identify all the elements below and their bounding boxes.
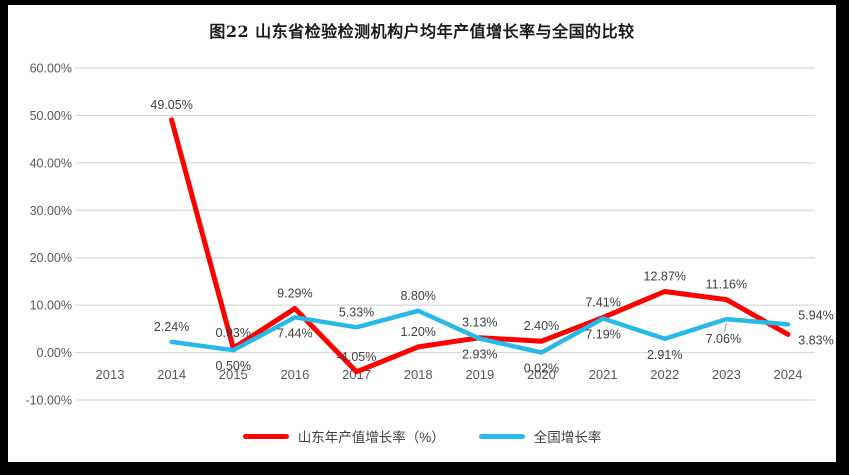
y-axis-tick-label: 60.00%	[30, 62, 72, 76]
y-axis-tick-label: 30.00%	[30, 204, 72, 218]
plot-area: 60.00% 50.00% 40.00% 30.00% 20.00% 10.00% 0.00…	[25, 62, 833, 408]
y-axis-tick-label: 20.00%	[30, 251, 72, 265]
data-point-label-series-1: 2.93%	[462, 348, 497, 362]
x-axis-tick-label: 2021	[589, 367, 618, 382]
data-point-label-series-1: 2.24%	[154, 320, 189, 334]
chart-title: 图22 山东省检验检测机构户均年产值增长率与全国的比较	[209, 22, 635, 41]
data-point-label-series-0: 49.05%	[150, 98, 192, 112]
legend-label-shandong: 山东年产值增长率（%）	[297, 430, 445, 445]
y-axis-tick-label: 0.00%	[37, 346, 72, 360]
x-axis-tick-label: 2016	[280, 367, 309, 382]
data-point-label-series-0: 3.83%	[798, 333, 833, 347]
y-axis-tick-label: 10.00%	[30, 299, 72, 313]
chart-canvas: 图22 山东省检验检测机构户均年产值增长率与全国的比较 60.00% 50.00%…	[8, 5, 836, 462]
y-axis-tick-label: 50.00%	[30, 109, 72, 123]
x-axis-tick-label: 2024	[774, 367, 803, 382]
data-point-label-series-0: 9.29%	[277, 287, 312, 301]
x-axis-tick-label: 2018	[404, 367, 433, 382]
x-axis-tick-label: 2020	[527, 367, 556, 382]
data-point-label-series-1: 8.80%	[400, 289, 435, 303]
series-line-1	[169, 308, 791, 355]
data-point-label-series-1: 7.06%	[706, 332, 741, 346]
data-point-label-series-0: 2.40%	[524, 319, 559, 333]
data-point-label-series-0: 7.41%	[585, 295, 620, 309]
legend-item-national: 全国增长率	[478, 426, 602, 446]
legend: 山东年产值增长率（%） 全国增长率	[8, 426, 836, 446]
legend-swatch-red-line	[242, 433, 289, 439]
legend-item-shandong: 山东年产值增长率（%）	[242, 426, 445, 446]
data-point-label-series-0: -4.05%	[337, 350, 377, 364]
data-point-label-series-1: 0.50%	[216, 359, 251, 373]
x-axis-tick-label: 2022	[650, 367, 679, 382]
data-point-label-series-0: 3.13%	[462, 316, 497, 330]
data-point-label-series-1: 0.02%	[524, 361, 559, 375]
x-axis-tick-label: 2014	[157, 367, 186, 382]
label-leader-line	[723, 322, 727, 333]
data-point-label-series-1: 7.44%	[277, 326, 312, 340]
x-axis-tick-label: 2019	[465, 367, 494, 382]
data-point-label-series-0: 12.87%	[644, 270, 686, 284]
data-point-label-series-1: 2.91%	[647, 348, 682, 362]
data-point-label-series-1: 7.19%	[585, 327, 620, 341]
legend-swatch-blue-line	[478, 433, 525, 439]
x-axis-tick-label: 2023	[712, 367, 741, 382]
x-axis-tick-label: 2013	[96, 367, 125, 382]
data-point-label-series-0: 11.16%	[706, 278, 747, 292]
data-point-label-series-0: 1.20%	[400, 325, 435, 339]
y-axis-tick-label: -10.00%	[25, 394, 72, 408]
y-axis-tick-label: 40.00%	[30, 156, 72, 170]
data-point-label-series-0: 0.93%	[216, 326, 251, 340]
x-axis-tick-label: 2015	[219, 367, 248, 382]
legend-label-national: 全国增长率	[533, 430, 602, 445]
data-point-label-series-1: 5.33%	[339, 305, 374, 319]
data-point-label-series-1: 5.94%	[798, 308, 833, 322]
